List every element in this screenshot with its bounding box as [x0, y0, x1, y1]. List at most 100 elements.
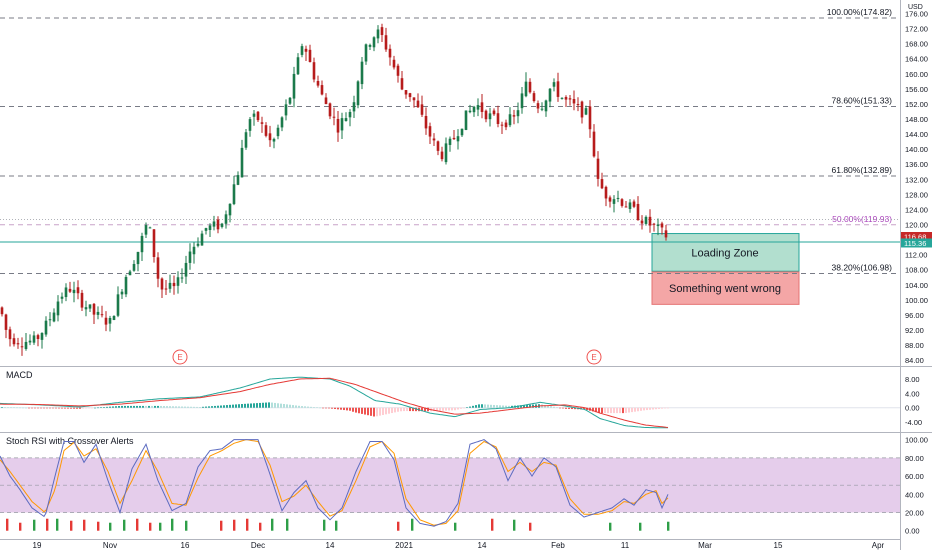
candle-body	[548, 88, 552, 102]
macd-hist-bar	[283, 404, 285, 408]
macd-hist-bar	[331, 407, 333, 409]
macd-hist-bar	[553, 406, 555, 408]
candle-body	[40, 332, 44, 340]
price-tick-label: 104.00	[905, 281, 928, 290]
candle-body	[620, 199, 624, 206]
macd-hist-bar	[631, 407, 633, 413]
candle-body	[216, 219, 220, 230]
macd-hist-bar	[55, 407, 57, 409]
earnings-marker[interactable]	[586, 349, 602, 365]
macd-hist-bar	[58, 407, 60, 409]
candle-body	[316, 81, 320, 86]
stoch-alert-bar	[33, 519, 36, 531]
macd-hist-bar	[466, 407, 468, 408]
candle-body	[632, 201, 636, 207]
macd-hist-bar	[154, 405, 156, 408]
candle-body	[344, 118, 348, 122]
price-tick-label: 140.00	[905, 145, 928, 154]
earnings-label: E	[591, 353, 596, 362]
macd-hist-bar	[592, 407, 594, 412]
candle-body	[140, 235, 144, 253]
macd-hist-bar	[82, 407, 84, 409]
candle-body	[376, 29, 380, 39]
price-tick-label: 120.00	[905, 220, 928, 229]
time-tick-label: Nov	[103, 541, 117, 550]
macd-hist-bar	[520, 405, 522, 408]
candle-body	[264, 125, 268, 136]
candle-body	[172, 282, 176, 287]
candle-body	[168, 282, 172, 289]
candle-body	[208, 225, 212, 230]
macd-hist-bar	[367, 407, 369, 416]
stoch-alert-bar	[259, 522, 262, 531]
macd-hist-bar	[172, 406, 174, 408]
macd-tick-label: 4.00	[905, 389, 920, 398]
macd-hist-bar	[529, 404, 531, 408]
macd-hist-bar	[241, 404, 243, 408]
candle-body	[464, 110, 468, 130]
candle-body	[660, 223, 664, 228]
candle-body	[336, 118, 340, 133]
macd-axis: 8.00 4.00 0.00 -4.00	[905, 375, 922, 427]
candle-body	[88, 304, 92, 309]
macd-hist-bar	[457, 407, 459, 410]
candle-body	[352, 102, 356, 112]
macd-hist-bar	[454, 407, 456, 411]
price-tick-label: 96.00	[905, 311, 924, 320]
time-tick-label: 2021	[395, 541, 413, 550]
stoch-alert-bar	[286, 518, 289, 531]
candle-body	[484, 110, 488, 120]
macd-hist-bar	[250, 403, 252, 408]
macd-hist-bar	[160, 405, 162, 408]
stoch-alert-bar	[70, 520, 73, 531]
earnings-label: E	[177, 353, 182, 362]
candle-body	[584, 108, 588, 115]
candle-body	[616, 197, 620, 199]
candle-body	[456, 136, 460, 142]
macd-hist-bar	[637, 407, 639, 412]
macd-hist-bar	[400, 407, 402, 412]
macd-hist-bar	[415, 407, 417, 412]
macd-hist-bar	[598, 407, 600, 413]
candle-body	[552, 82, 556, 87]
earnings-marker[interactable]	[172, 349, 188, 365]
candle-body	[436, 141, 440, 151]
macd-hist-bar	[460, 407, 462, 409]
macd-hist-bar	[196, 406, 198, 408]
macd-hist-bar	[238, 404, 240, 408]
macd-hist-bar	[427, 407, 429, 412]
macd-hist-bar	[409, 407, 411, 412]
candle-body	[60, 296, 64, 299]
candle-body	[260, 122, 264, 124]
macd-hist-bar	[157, 405, 159, 408]
macd-hist-bar	[646, 407, 648, 411]
macd-hist-bar	[124, 405, 126, 408]
stoch-alert-bar	[6, 518, 9, 531]
candle-body	[412, 97, 416, 101]
price-tick-label: 148.00	[905, 115, 928, 124]
macd-hist-bar	[289, 404, 291, 408]
macd-hist-bar	[40, 407, 42, 409]
macd-hist-bar	[226, 405, 228, 408]
candle-body	[628, 202, 632, 209]
macd-hist-bar	[4, 407, 6, 408]
macd-hist-bar	[25, 407, 27, 409]
macd-hist-bar	[625, 407, 627, 413]
macd-hist-bar	[493, 404, 495, 408]
candle-body	[220, 223, 224, 227]
macd-hist-bar	[376, 407, 378, 417]
candle-body	[236, 175, 240, 185]
last-price-badge	[901, 232, 932, 242]
candle-body	[480, 102, 484, 112]
candle-body	[36, 335, 40, 339]
candle-body	[644, 216, 648, 224]
macd-hist-bar	[472, 405, 474, 408]
stoch-alert-bar	[397, 521, 400, 531]
macd-hist-bar	[325, 407, 327, 409]
macd-hist-bar	[559, 407, 561, 409]
fib-label: 61.80%(132.89)	[832, 165, 893, 175]
macd-hist-bar	[52, 407, 54, 409]
candle-body	[636, 203, 640, 221]
zone-label: Loading Zone	[691, 247, 758, 259]
macd-hist-bar	[199, 407, 201, 408]
